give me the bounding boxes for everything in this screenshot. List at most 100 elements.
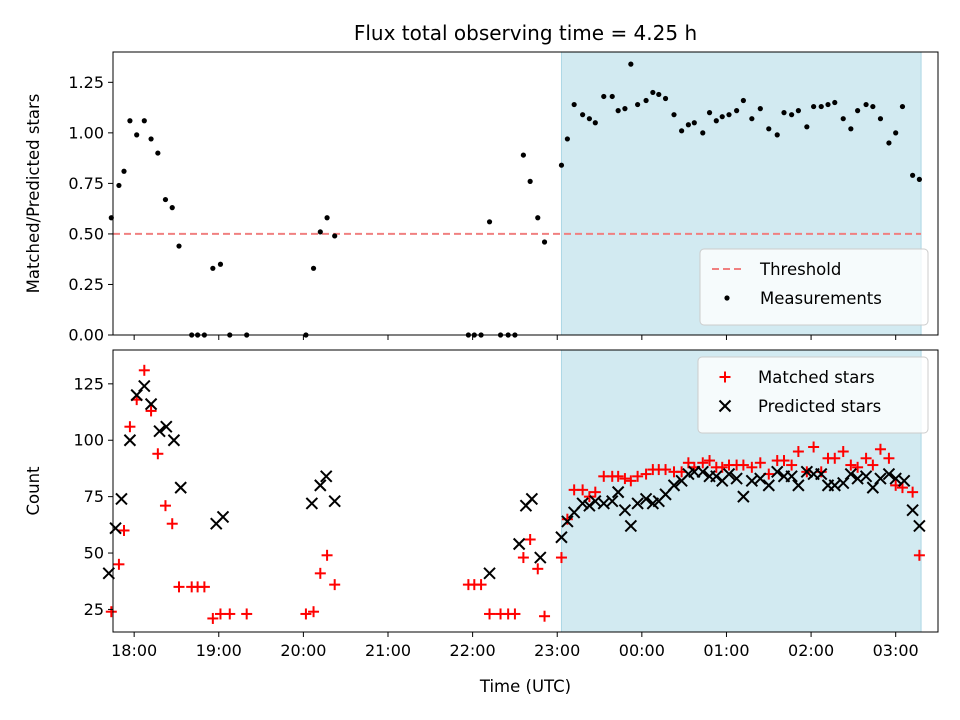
data-point <box>691 120 697 126</box>
legend-label: Threshold <box>759 260 841 279</box>
data-point-b <box>745 474 759 488</box>
data-point-b <box>555 531 568 544</box>
panel-count: 25 50 75 100 125 18:00 19:00 20:00 21:00 22:00 23:… <box>24 349 939 660</box>
data-point <box>746 461 758 473</box>
data-point <box>512 537 526 551</box>
data-point <box>124 421 136 433</box>
data-point <box>635 101 641 108</box>
data-point <box>844 467 858 481</box>
data-point <box>102 567 115 580</box>
data-point <box>484 608 496 620</box>
data-point <box>706 110 713 116</box>
data-point <box>840 116 846 122</box>
data-point-b <box>606 494 619 508</box>
data-point <box>716 461 728 473</box>
data-point-b <box>328 494 341 508</box>
data-point <box>766 126 772 132</box>
data-point-b <box>667 479 681 492</box>
data-point <box>329 579 341 591</box>
data-point <box>792 446 804 458</box>
data-point <box>134 132 140 138</box>
data-point <box>176 243 182 249</box>
data-point-b <box>123 434 137 447</box>
legend-swatch <box>724 295 730 301</box>
y-tick-label: 1.25 <box>68 73 104 92</box>
data-point-b <box>844 467 858 481</box>
data-point <box>241 608 253 620</box>
data-point <box>679 128 685 134</box>
data-point <box>800 465 814 479</box>
data-point <box>109 522 122 535</box>
data-point <box>910 172 916 178</box>
data-point <box>811 103 817 110</box>
legend-box <box>699 248 929 326</box>
data-point <box>795 108 801 114</box>
data-point <box>713 118 719 124</box>
data-point-b <box>314 479 327 492</box>
data-point <box>628 61 634 67</box>
chart-title: Flux total observing time = 4.25 h <box>354 21 697 45</box>
y-tick-label: 0.00 <box>68 326 104 345</box>
data-point-b <box>785 470 798 483</box>
data-point <box>105 606 117 618</box>
data-point <box>535 215 541 221</box>
data-point <box>509 608 521 620</box>
data-point <box>601 93 607 100</box>
data-point <box>749 116 755 122</box>
data-point <box>899 103 906 110</box>
data-point <box>160 420 173 433</box>
data-point <box>786 459 798 471</box>
data-point <box>308 606 320 618</box>
data-point <box>704 455 716 467</box>
data-point <box>700 130 706 136</box>
data-point <box>848 126 854 132</box>
data-point <box>571 101 577 108</box>
data-point <box>870 103 876 110</box>
legend-item: Threshold <box>712 260 841 279</box>
data-point-b <box>859 470 873 483</box>
data-point <box>785 470 798 483</box>
data-point <box>541 239 548 245</box>
data-point <box>555 552 567 564</box>
y-tick-label: 0.75 <box>68 174 104 193</box>
data-point <box>123 434 137 447</box>
x-tick-label: 21:00 <box>365 641 411 660</box>
data-point <box>606 494 619 508</box>
data-point-b <box>906 503 919 517</box>
data-point <box>771 465 784 479</box>
y-tick-label: 50 <box>84 544 104 563</box>
data-point <box>740 97 746 104</box>
data-point <box>169 205 175 211</box>
data-point <box>789 112 795 118</box>
data-point <box>682 457 694 469</box>
data-point <box>804 124 810 130</box>
data-point <box>913 549 925 561</box>
data-point-b <box>597 497 610 510</box>
data-point <box>829 452 841 464</box>
data-point <box>167 434 181 447</box>
data-point <box>210 265 216 271</box>
data-point <box>852 461 864 473</box>
data-point <box>577 484 589 496</box>
data-point <box>332 233 338 239</box>
chart-panels: 0.00 0.25 0.50 0.75 1.00 1.25 Matched/Predicte… <box>24 51 939 660</box>
x-tick-label: 19:00 <box>196 641 242 660</box>
data-point <box>153 425 166 438</box>
panel-ratio: 0.00 0.25 0.50 0.75 1.00 1.25 Matched/Predicte… <box>24 51 939 345</box>
data-point-b <box>913 519 926 533</box>
legend-ratio: Threshold Measurements <box>699 248 929 326</box>
data-point <box>305 497 319 510</box>
data-point <box>632 470 644 482</box>
y-tick-label: 100 <box>73 431 104 450</box>
data-point <box>532 563 544 575</box>
data-point <box>722 467 736 481</box>
data-point <box>138 364 150 376</box>
data-point-b <box>792 479 805 492</box>
data-point <box>580 112 586 118</box>
data-point <box>174 481 187 494</box>
data-point-b <box>800 465 814 479</box>
legend-item: Measurements <box>724 289 882 308</box>
data-point <box>650 89 656 96</box>
legend-count: Matched stars Predicted stars <box>697 356 929 434</box>
